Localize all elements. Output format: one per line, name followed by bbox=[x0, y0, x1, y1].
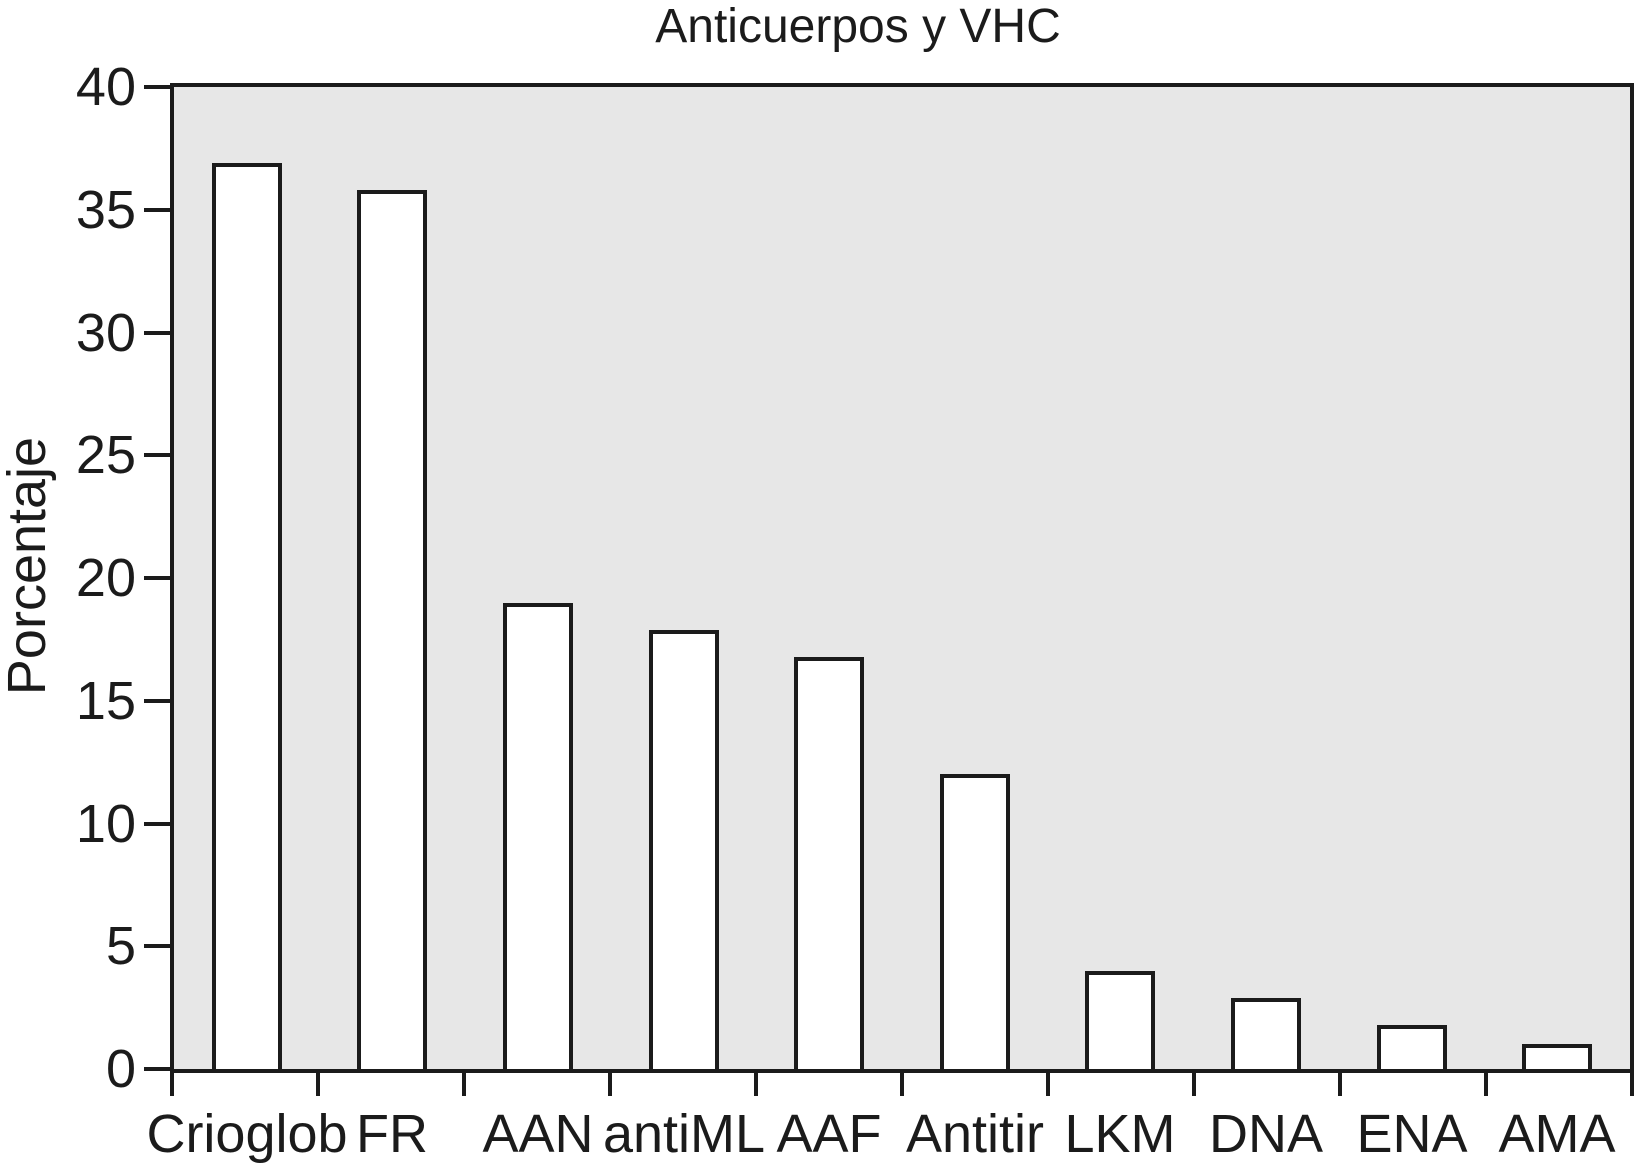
x-tick bbox=[316, 1071, 320, 1096]
bar-ENA bbox=[1377, 1025, 1447, 1069]
bar-Antitir bbox=[940, 774, 1010, 1069]
x-tick-label-LKM: LKM bbox=[1064, 1104, 1176, 1164]
y-tick-label: 30 bbox=[75, 303, 136, 363]
y-tick-label: 20 bbox=[75, 548, 136, 608]
y-tick-label: 35 bbox=[75, 180, 136, 240]
x-tick bbox=[1630, 1071, 1634, 1096]
y-tick bbox=[144, 453, 170, 457]
y-tick-label: 10 bbox=[75, 794, 136, 854]
y-tick bbox=[144, 331, 170, 335]
y-tick-label: 5 bbox=[105, 916, 136, 976]
bar-AAN bbox=[503, 603, 573, 1069]
x-tick-label-DNA: DNA bbox=[1208, 1104, 1324, 1164]
x-tick bbox=[1046, 1071, 1050, 1096]
x-tick bbox=[1484, 1071, 1488, 1096]
x-tick-label-ENA: ENA bbox=[1356, 1104, 1468, 1164]
x-tick bbox=[462, 1071, 466, 1096]
bar-DNA bbox=[1231, 998, 1301, 1069]
x-tick-label-FR: FR bbox=[356, 1104, 428, 1164]
y-tick bbox=[144, 699, 170, 703]
y-tick-label: 15 bbox=[75, 671, 136, 731]
y-tick bbox=[144, 944, 170, 948]
y-tick bbox=[144, 208, 170, 212]
x-tick bbox=[754, 1071, 758, 1096]
x-tick-label-AMA: AMA bbox=[1498, 1104, 1616, 1164]
x-tick bbox=[900, 1071, 904, 1096]
x-tick-label-Antitir: Antitir bbox=[905, 1104, 1045, 1164]
y-tick-label: 0 bbox=[105, 1039, 136, 1099]
bar-FR bbox=[357, 190, 427, 1069]
y-tick bbox=[144, 1067, 170, 1071]
bar-LKM bbox=[1085, 971, 1155, 1069]
y-tick bbox=[144, 822, 170, 826]
x-tick bbox=[1338, 1071, 1342, 1096]
y-tick bbox=[144, 85, 170, 89]
bar-antiML bbox=[649, 630, 719, 1069]
x-tick bbox=[1192, 1071, 1196, 1096]
x-tick bbox=[170, 1071, 174, 1096]
x-tick-label-AAF: AAF bbox=[776, 1104, 882, 1164]
x-tick-label-antiML: antiML bbox=[602, 1104, 766, 1164]
y-tick bbox=[144, 576, 170, 580]
bar-AAF bbox=[794, 657, 864, 1069]
plot-area bbox=[170, 83, 1634, 1073]
x-tick-label-AAN: AAN bbox=[482, 1104, 594, 1164]
x-tick bbox=[608, 1071, 612, 1096]
x-tick-label-Crioglob: Crioglob bbox=[146, 1104, 348, 1164]
y-tick-label: 25 bbox=[75, 425, 136, 485]
y-tick-label: 40 bbox=[75, 57, 136, 117]
bar-AMA bbox=[1522, 1044, 1592, 1069]
bar-Crioglob bbox=[212, 163, 282, 1069]
chart-title: Anticuerpos y VHC bbox=[655, 0, 1061, 53]
